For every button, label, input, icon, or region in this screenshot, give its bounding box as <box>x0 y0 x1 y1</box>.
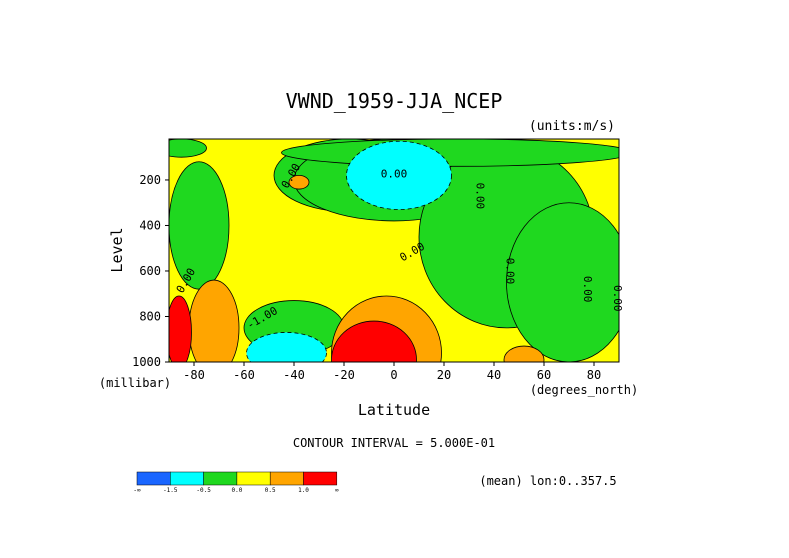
contour-region-14 <box>169 295 192 362</box>
legend-label: -1.5 <box>163 487 178 494</box>
y-tick-label: 600 <box>139 264 161 278</box>
legend-swatch <box>136 471 171 486</box>
x-tick-label: -40 <box>283 368 305 382</box>
y-tick-label: 1000 <box>132 355 161 369</box>
legend-swatch <box>236 471 271 486</box>
x-tick-label: -80 <box>183 368 205 382</box>
x-tick-label: 80 <box>587 368 601 382</box>
contour-region-15 <box>288 175 310 190</box>
contour-region-13 <box>188 279 240 362</box>
x-tick-label: -60 <box>233 368 255 382</box>
contour-region-12 <box>331 320 417 362</box>
contour-region-9 <box>346 140 452 210</box>
y-tick-label: 800 <box>139 309 161 323</box>
x-tick-label: 40 <box>487 368 501 382</box>
y-axis-units: (millibar) <box>99 376 171 390</box>
units-label: (units:m/s) <box>529 119 615 134</box>
x-tick-label: 0 <box>390 368 397 382</box>
contour-region-10 <box>246 332 327 362</box>
contour-label: 0.00 <box>381 168 408 181</box>
x-tick-label: 20 <box>437 368 451 382</box>
contour-label: 0.00 <box>581 276 594 303</box>
mean-text: (mean) lon:0..357.5 <box>479 474 616 488</box>
x-tick-label: -20 <box>333 368 355 382</box>
y-axis-label: Level <box>108 227 126 272</box>
color-legend: -∞ -1.5 -0.5 0.0 0.5 1.0 ∞ <box>133 471 339 494</box>
legend-label: 0.0 <box>231 487 242 494</box>
contour-label: 0.00 <box>611 285 624 312</box>
x-axis-units: (degrees_north) <box>530 383 638 397</box>
contour-label: 0.00 <box>504 258 517 285</box>
contour-label: 0.00 <box>474 183 487 210</box>
legend-swatch <box>269 471 304 486</box>
x-axis-label: Latitude <box>358 401 430 419</box>
chart-title: VWND_1959-JJA_NCEP <box>286 89 503 113</box>
legend-label: 1.0 <box>298 487 309 494</box>
contour-region-1 <box>169 161 230 290</box>
legend-label: ∞ <box>335 487 339 494</box>
y-tick-label: 200 <box>139 173 161 187</box>
contour-interval-text: CONTOUR INTERVAL = 5.000E-01 <box>293 436 495 450</box>
legend-swatch <box>303 471 338 486</box>
legend-swatch <box>203 471 238 486</box>
legend-label: -∞ <box>133 487 141 494</box>
contour-region-7 <box>281 139 619 167</box>
x-tick-label: 60 <box>537 368 551 382</box>
legend-label: -0.5 <box>196 487 211 494</box>
y-axis: 200 400 600 800 1000 <box>132 173 169 369</box>
x-axis: -80 -60 -40 -20 0 20 40 60 80 <box>183 362 601 382</box>
contour-region-6 <box>506 202 619 362</box>
contour-region-0 <box>169 139 207 158</box>
contour-regions <box>169 139 619 362</box>
legend-swatch <box>170 471 204 486</box>
plot-area: 0.000.00-1.000.000.000.000.000.00 0.00 <box>168 138 624 363</box>
y-tick-label: 400 <box>139 218 161 232</box>
contour-region-16 <box>503 345 545 362</box>
legend-label: 0.5 <box>265 487 276 494</box>
